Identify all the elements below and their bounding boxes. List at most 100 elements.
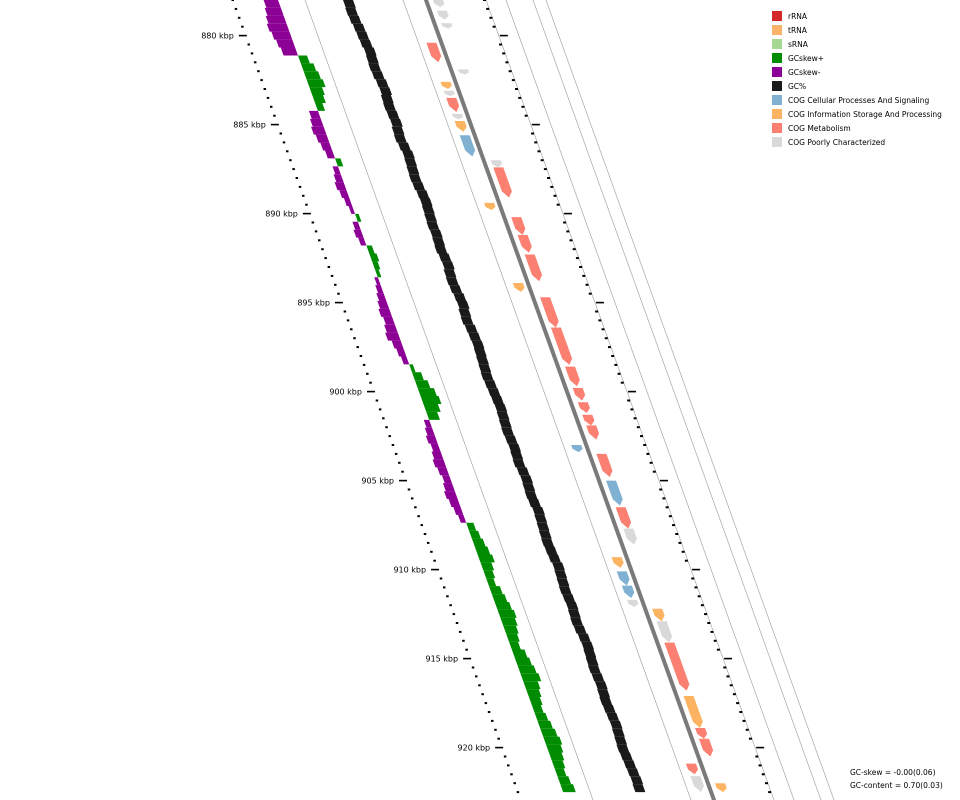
cds-feature (615, 507, 632, 529)
gc-content-bar (587, 665, 601, 674)
cds-feature (656, 621, 673, 643)
gc-skew-bar (520, 673, 542, 682)
cds-feature (596, 453, 613, 478)
legend-swatch (772, 95, 782, 105)
cds-feature (524, 254, 543, 282)
legend-item: sRNA (772, 37, 942, 51)
gc-content-bar (558, 586, 572, 595)
gc-content-bar (573, 625, 587, 634)
cds-feature (611, 557, 624, 568)
gc-content-bar (591, 673, 605, 682)
gc-content-bar (611, 728, 625, 737)
gc-content-bar (371, 71, 385, 80)
gc-content-bar (383, 102, 396, 111)
guide-line (304, 0, 594, 800)
cds-feature (565, 366, 580, 387)
gc-skew-bar (494, 601, 512, 610)
cds-feature (440, 81, 452, 89)
gc-skew-bar (391, 340, 404, 349)
gc-content-bar (581, 641, 595, 650)
gc-content-bar (541, 538, 554, 547)
gc-skew-bar (312, 95, 326, 103)
gc-content-bar (632, 784, 646, 793)
gc-skew-bar (430, 443, 441, 452)
gc-content-bar (379, 87, 393, 96)
genome-backbone (423, 0, 717, 800)
gc-content-bar (412, 182, 426, 191)
gc-content-bar (501, 427, 515, 436)
gc-skew-bar (352, 221, 361, 230)
gc-skew-bar (424, 427, 435, 436)
gc-content-bar (487, 388, 501, 397)
gc-content-bar (365, 55, 379, 64)
legend-item: COG Metabolism (772, 121, 942, 135)
gc-skew-bar (309, 118, 324, 127)
cds-feature (577, 402, 590, 413)
gc-skew-bar (263, 0, 281, 8)
cds-feature (621, 585, 635, 599)
legend-swatch (772, 67, 782, 77)
ruler-tick-label: 900 kbp (329, 388, 362, 397)
gc-content-bar (532, 506, 545, 515)
gc-skew-bar (537, 720, 553, 729)
legend-item: COG Poorly Characterized (772, 135, 942, 149)
track-guide-lines (304, 0, 835, 800)
gc-skew-bar (264, 7, 284, 16)
kbp-ruler: 880 kbp 885 kbp 890 kbp 895 kbp 900 kbp 905 k… (201, 0, 772, 794)
gc-content-bar (401, 150, 415, 159)
gc-skew-bar (466, 522, 477, 531)
gc-skew-bar (297, 55, 310, 64)
gc-content-bar (562, 594, 576, 602)
cds-feature (690, 776, 704, 793)
gc-skew-bar (443, 491, 458, 500)
cds-feature (550, 327, 573, 365)
gc-content-bar (554, 570, 568, 579)
gc-skew-bar (474, 546, 491, 555)
gc-skew-bar (376, 293, 387, 301)
gc-content-bar (630, 776, 644, 785)
gc-content-bar (375, 79, 389, 88)
gc-skew-stat: GC-skew = -0.00(0.06) (850, 768, 936, 777)
gc-content-bar (524, 491, 538, 500)
legend-swatch (772, 123, 782, 133)
gc-skew-bar (551, 760, 566, 769)
legend-label: GCskew- (788, 67, 821, 77)
gc-content-bar (343, 0, 356, 8)
legend-item: GCskew+ (772, 51, 942, 65)
gc-content-bar (429, 229, 443, 238)
gc-content-bar (441, 261, 455, 270)
gc-content-bar (389, 118, 403, 127)
gc-content-bar (520, 475, 533, 484)
gc-content-bar (599, 697, 613, 705)
cds-feature (441, 23, 453, 29)
gc-content-bar (577, 633, 591, 642)
cds-feature (652, 608, 665, 622)
gc-skew-bar (526, 689, 542, 698)
legend-label: rRNA (788, 11, 808, 21)
gc-content-bar (594, 681, 608, 690)
gc-skew-bar (548, 752, 565, 761)
ruler-tick-label: 895 kbp (297, 299, 330, 308)
gc-content-bar (585, 657, 599, 666)
gc-content-bar (606, 712, 620, 721)
gc-skew-bar (448, 499, 461, 507)
gc-skew-bar (339, 190, 350, 199)
ruler-tick-label: 880 kbp (201, 32, 234, 41)
gc-content-bar (623, 760, 637, 769)
cds-feature (443, 90, 455, 97)
gc-skew-bar (378, 308, 393, 317)
gc-skew-bar (489, 586, 503, 595)
gc-skew-bar (369, 253, 380, 262)
gc-content-bar (380, 95, 394, 103)
gc-content-bar (391, 126, 405, 135)
cds-feature (626, 599, 639, 607)
gc-content-bar (614, 736, 628, 745)
gc-skew-bar (334, 182, 347, 191)
gc-content-bar (386, 110, 400, 119)
gc-skew-bar (280, 47, 298, 56)
gc-content-bar (434, 245, 448, 254)
gc-skew-bar (266, 23, 290, 32)
cds-feature (454, 121, 467, 132)
cds-feature (664, 642, 690, 691)
gc-skew-bar (308, 110, 321, 119)
